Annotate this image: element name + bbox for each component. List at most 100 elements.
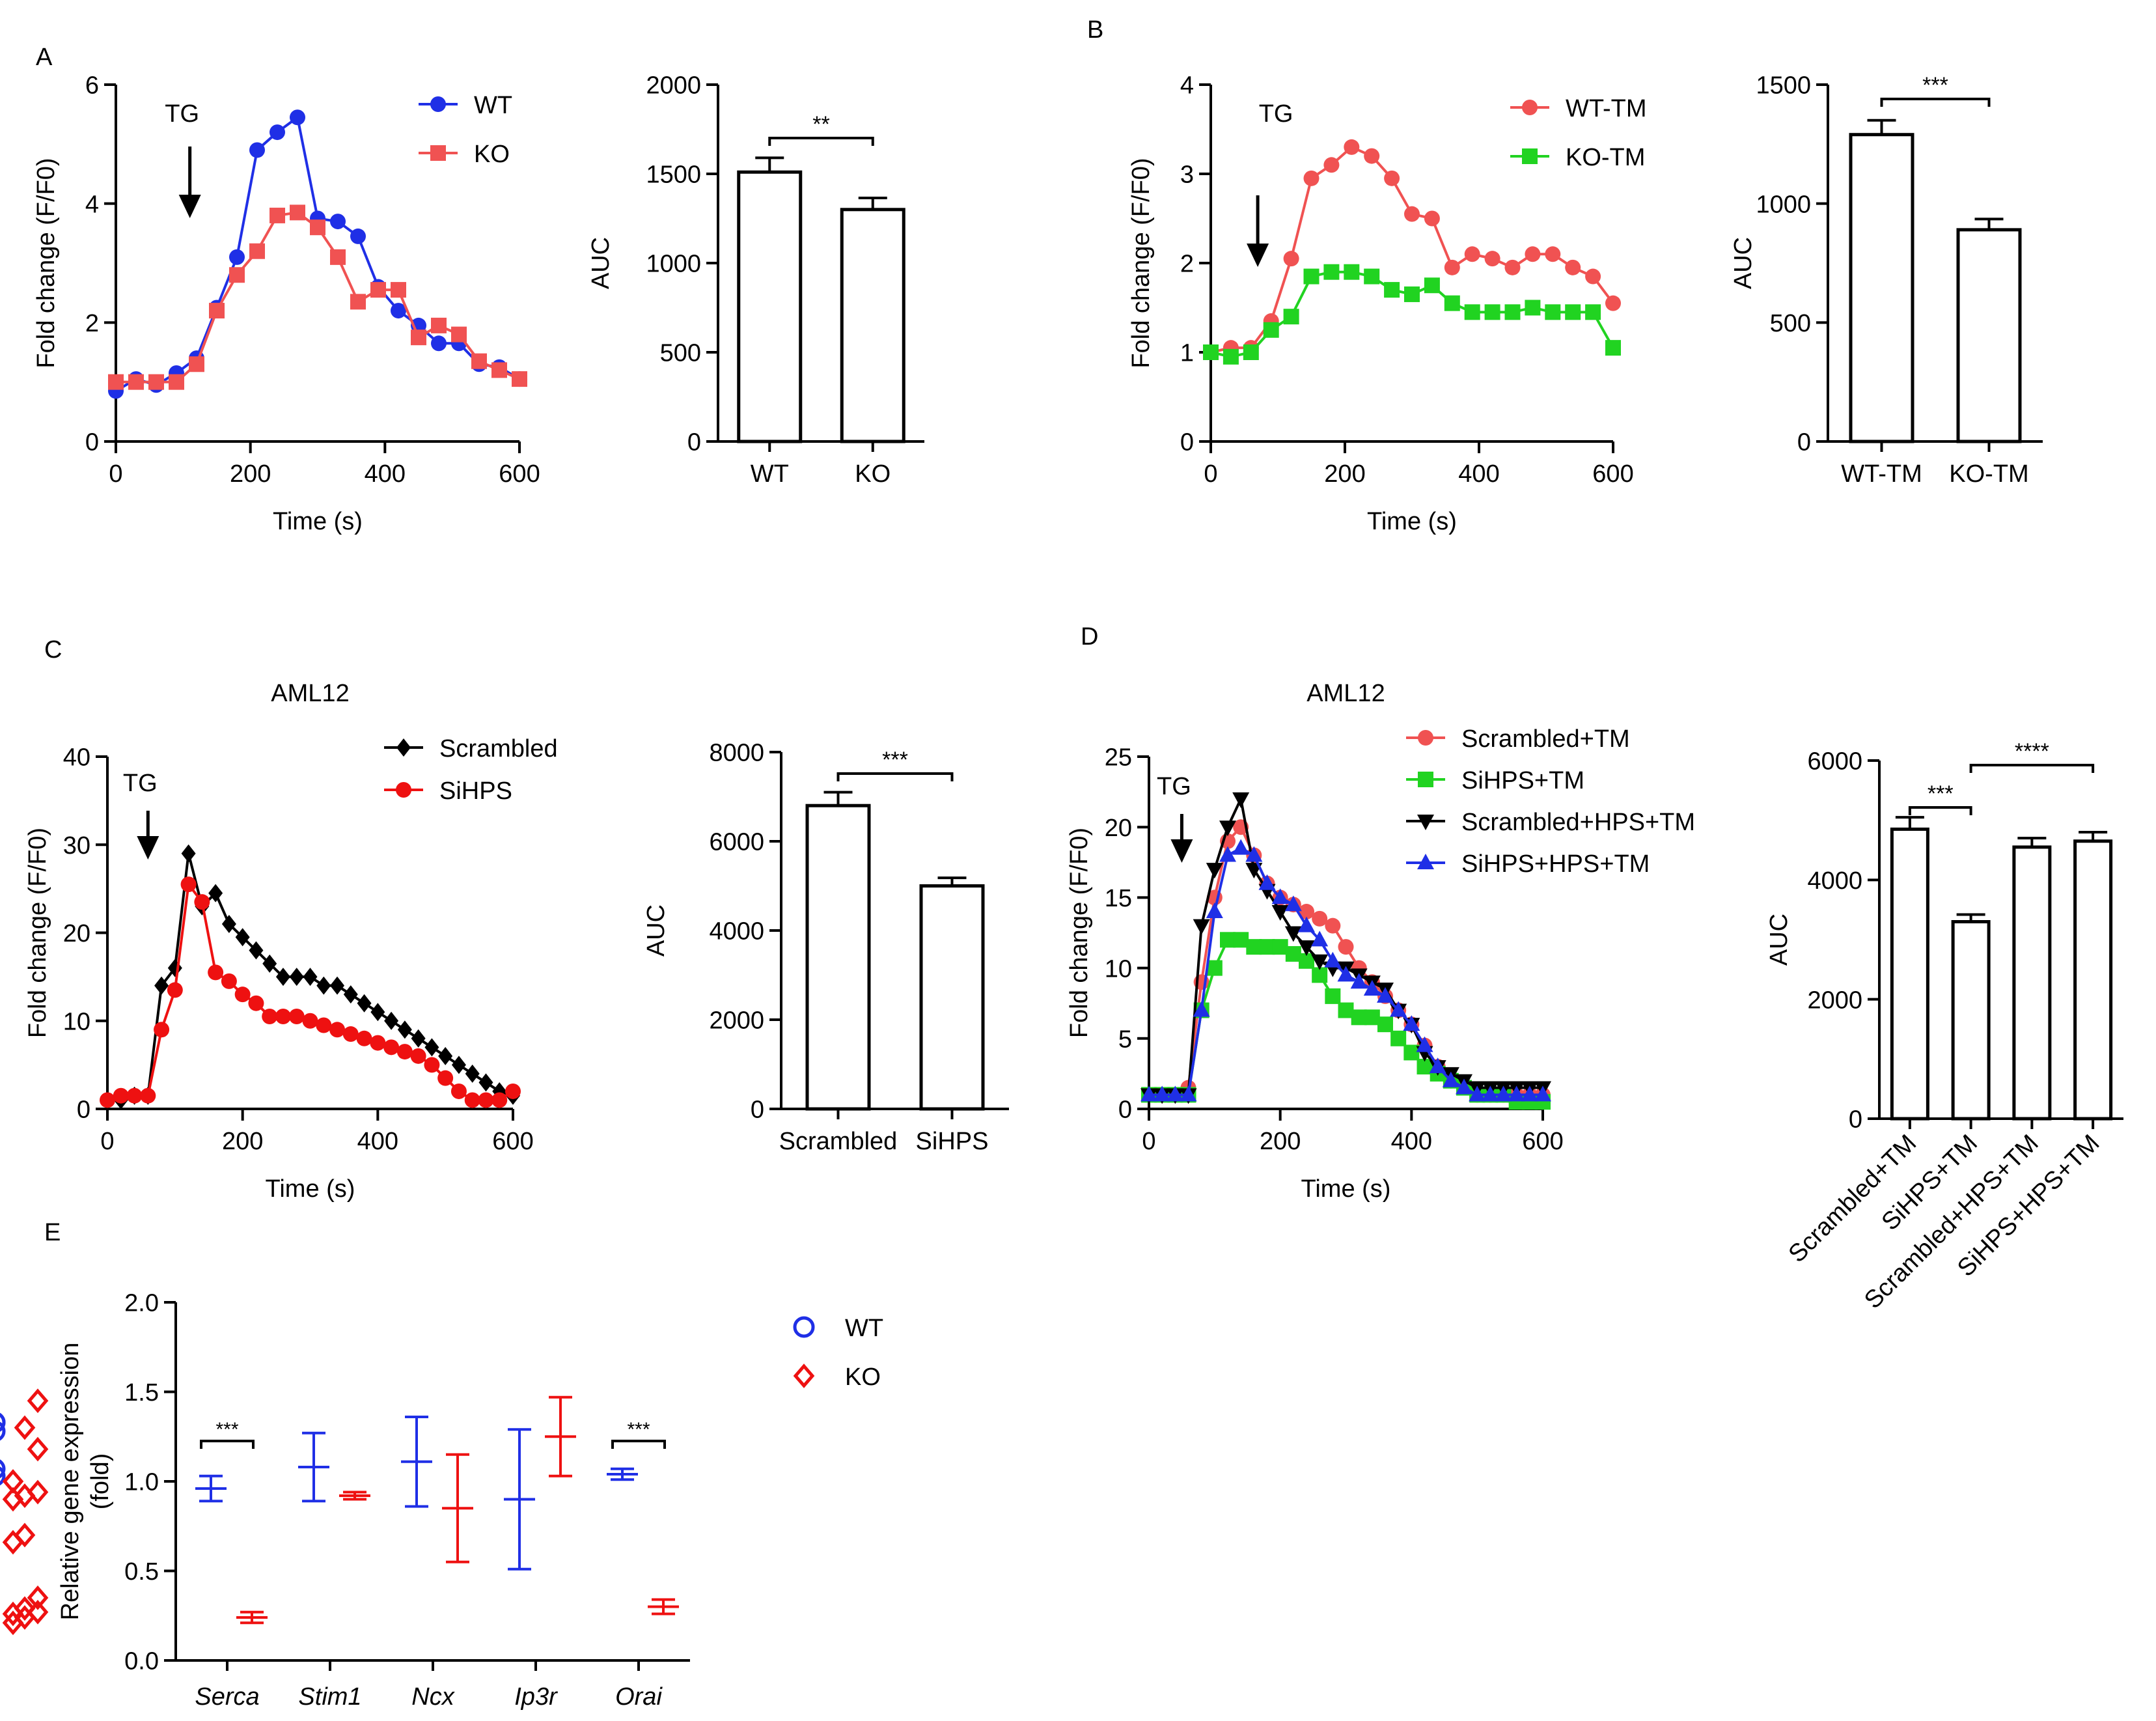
legend-marker	[430, 145, 446, 161]
data-point	[1324, 951, 1342, 968]
data-point	[1203, 344, 1219, 360]
data-point	[1338, 939, 1354, 955]
x-tick-label: 400	[357, 1128, 398, 1155]
data-point	[1243, 344, 1259, 360]
legend-label: Scrambled+HPS+TM	[1461, 809, 1695, 836]
x-tick-label: Serca	[195, 1683, 259, 1711]
y-tick-label: 3	[1180, 161, 1194, 189]
data-point	[1344, 139, 1360, 155]
legend-label: SiHPS+HPS+TM	[1461, 850, 1650, 878]
data-point	[383, 1039, 400, 1056]
data-point	[1299, 904, 1314, 920]
y-tick-label: 2.0	[124, 1290, 159, 1317]
data-point	[1285, 945, 1301, 962]
significance-bracket	[1969, 764, 2095, 773]
data-point	[478, 1092, 494, 1108]
y-tick-label: 0	[1118, 1097, 1132, 1124]
data-point	[370, 282, 386, 298]
y-axis-title: Fold change (F/F0)	[1066, 828, 1093, 1038]
data-point	[1482, 1085, 1499, 1102]
x-tick-label: Ip3r	[514, 1683, 558, 1711]
data-point	[288, 1008, 305, 1024]
legend-marker	[430, 96, 446, 112]
data-point	[330, 976, 345, 995]
y-tick-label: 40	[63, 744, 90, 772]
data-point	[1223, 348, 1239, 365]
bar-chart-C2: 0 2000 4000 6000 8000 AUC Scrambled SiHPS ***	[643, 740, 1009, 1155]
x-tick-label: Scrambled	[779, 1128, 898, 1155]
data-point	[1444, 295, 1460, 311]
data-point	[262, 954, 277, 973]
significance-label: **	[812, 112, 829, 137]
data-point	[1545, 246, 1561, 262]
y-tick-label: 30	[63, 832, 90, 860]
data-point	[357, 994, 372, 1013]
y-tick-label: 1500	[646, 161, 701, 189]
data-point	[249, 142, 265, 158]
data-point	[1464, 304, 1480, 320]
bar	[1849, 133, 1914, 443]
data-point	[1311, 930, 1329, 947]
y-axis-title: AUC	[1730, 237, 1757, 289]
significance-bracket	[200, 1440, 255, 1449]
y-tick-label: 4000	[709, 918, 764, 945]
data-point	[1284, 895, 1302, 912]
y-axis-title-line: Relative gene expression	[57, 1343, 84, 1621]
legend-label: WT	[474, 92, 512, 119]
data-point	[1232, 839, 1250, 855]
data-point	[1484, 304, 1500, 320]
x-tick-label: 0	[109, 460, 122, 488]
tg-arrow-head	[137, 836, 159, 860]
data-point	[1233, 932, 1249, 948]
data-point	[478, 1073, 493, 1092]
chart-title: AML12	[1306, 680, 1385, 707]
y-tick-label: 10	[63, 1008, 90, 1035]
significance-bracket	[768, 137, 874, 146]
data-point	[343, 985, 358, 1004]
data-point	[221, 914, 236, 933]
data-point	[208, 964, 224, 981]
data-point	[27, 1479, 49, 1505]
data-point	[316, 1017, 332, 1033]
data-point	[1206, 863, 1223, 879]
data-point	[1323, 264, 1340, 280]
data-point	[1585, 268, 1601, 285]
legend-marker	[1522, 148, 1538, 164]
chart-title: AML12	[271, 680, 349, 707]
data-point	[1259, 939, 1275, 955]
x-tick-label: SiHPS	[916, 1128, 989, 1155]
x-tick-label: Orai	[615, 1683, 663, 1711]
y-tick-label: 8000	[709, 740, 764, 767]
data-point	[1384, 282, 1400, 298]
data-point	[1384, 170, 1400, 186]
data-point	[410, 1048, 426, 1064]
series-line-ko	[116, 211, 520, 384]
significance-bracket	[836, 772, 954, 781]
data-point	[208, 884, 223, 902]
data-point	[262, 1008, 278, 1024]
tg-annotation: TG	[1259, 100, 1293, 128]
x-tick-label: 600	[492, 1128, 533, 1155]
data-point	[1424, 277, 1440, 294]
data-point	[1271, 905, 1289, 921]
bar	[1951, 920, 1991, 1121]
y-tick-label: 1.5	[124, 1379, 159, 1406]
data-point	[1525, 246, 1541, 262]
y-axis-title: Fold change (F/F0)	[1127, 158, 1155, 368]
data-point	[411, 1029, 426, 1048]
data-point	[384, 1011, 399, 1030]
legend-marker	[1522, 100, 1538, 115]
legend-marker	[1418, 730, 1433, 746]
legend-label: WT	[845, 1315, 883, 1342]
significance-bracket	[1908, 806, 1972, 815]
data-point	[1534, 1085, 1551, 1102]
y-tick-label: 1000	[646, 251, 701, 278]
data-point	[270, 207, 285, 223]
y-tick-label: 0	[85, 429, 99, 456]
data-point	[329, 1022, 346, 1038]
data-point	[1504, 304, 1521, 320]
data-point	[270, 124, 285, 141]
data-point	[1263, 322, 1279, 338]
data-point	[1351, 1009, 1367, 1026]
